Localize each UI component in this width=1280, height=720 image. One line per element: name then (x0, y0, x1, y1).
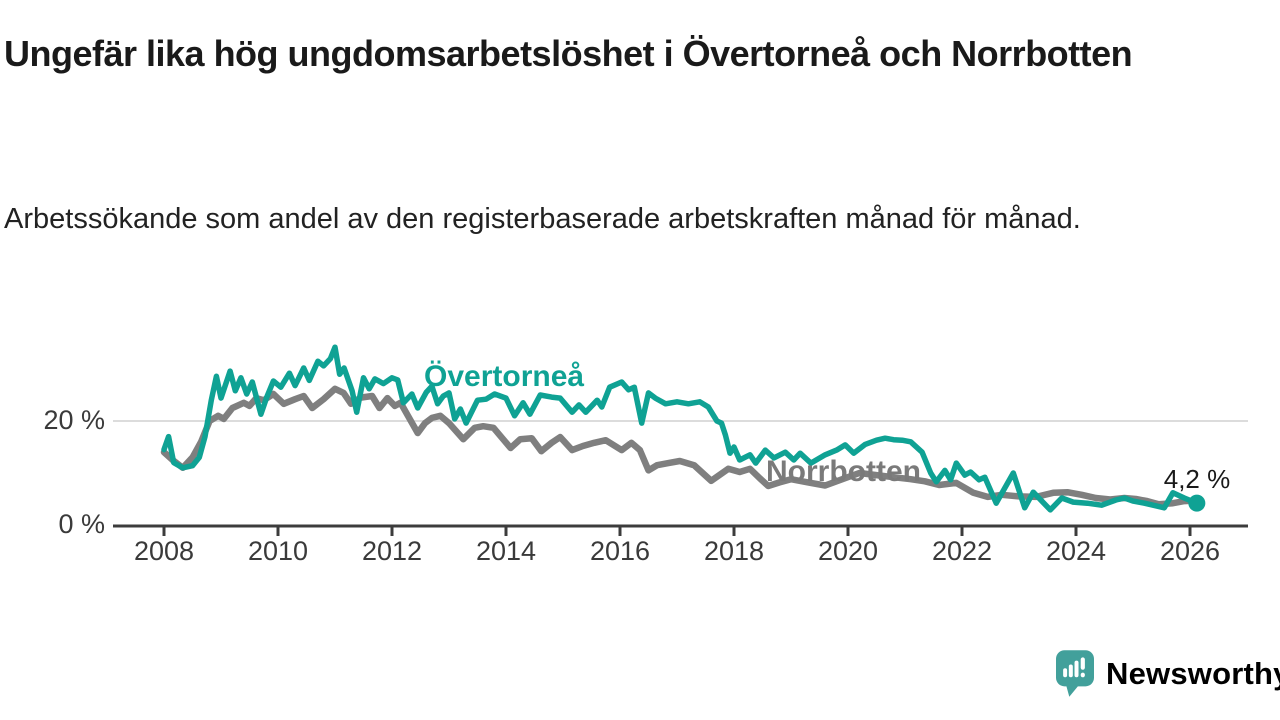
newsworthy-logo-icon (1056, 650, 1094, 697)
y-tick-label-0: 0 % (58, 509, 105, 539)
y-tick-label-20: 20 % (43, 405, 105, 435)
x-tick-label-2014: 2014 (475, 536, 537, 566)
x-tick-label-2024: 2024 (1045, 536, 1107, 566)
x-tick-label-2026: 2026 (1159, 536, 1221, 566)
latest-value-label: 4,2 % (1163, 464, 1231, 494)
series-label-norrbotten: Norrbotten (766, 455, 921, 488)
x-tick-label-2022: 2022 (931, 536, 993, 566)
x-tick-label-2012: 2012 (361, 536, 423, 566)
newsworthy-wordmark: Newsworthy (1106, 655, 1280, 691)
x-tick-label-2016: 2016 (589, 536, 651, 566)
newsworthy-logo: Newsworthy (1056, 650, 1280, 697)
x-tick-label-2020: 2020 (817, 536, 879, 566)
x-tick-label-2010: 2010 (247, 536, 309, 566)
x-tick-label-2008: 2008 (133, 536, 195, 566)
series-label-overtornea: Övertorneå (424, 360, 585, 393)
page-title: Ungefär lika hög ungdomsarbetslöshet i Ö… (4, 33, 1133, 74)
x-tick-label-2018: 2018 (703, 536, 765, 566)
page-subtitle: Arbetssökande som andel av den registerb… (4, 203, 1081, 235)
